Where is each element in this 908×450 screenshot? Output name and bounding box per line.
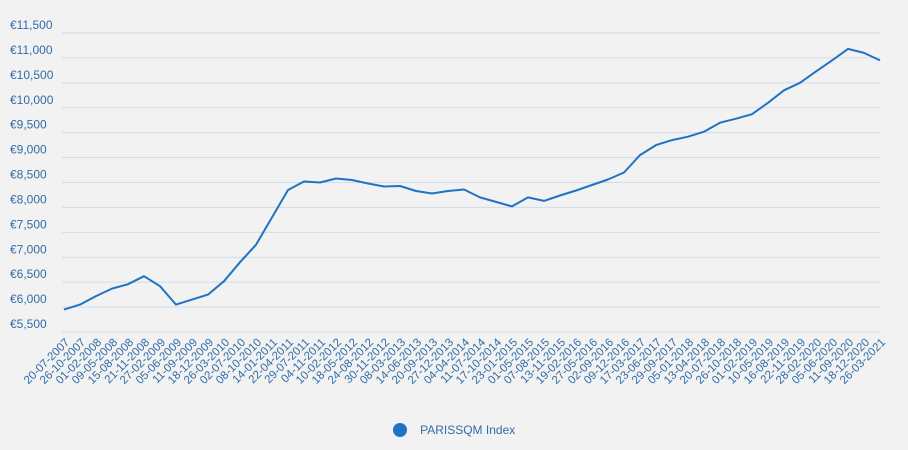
line-chart: €5,500 €6,000 €6,500 €7,000 €7,500 €8,000 €8,5… — [10, 18, 888, 387]
y-tick-label: €9,000 — [10, 143, 47, 157]
x-axis-ticks: 20-07-200726-10-200701-02-200809-05-2008… — [22, 336, 888, 387]
y-tick-label: €7,000 — [10, 242, 47, 256]
y-tick-label: €11,000 — [10, 43, 53, 57]
y-tick-label: €8,000 — [10, 192, 47, 206]
y-tick-label: €7,500 — [10, 217, 47, 231]
legend-marker-icon[interactable] — [392, 422, 407, 437]
series-line[interactable] — [63, 47, 881, 311]
y-axis-ticks: €5,500 €6,000 €6,500 €7,000 €7,500 €8,000 €8,5… — [10, 18, 54, 331]
y-tick-label: €11,500 — [10, 18, 53, 32]
y-tick-label: €5,500 — [10, 317, 47, 331]
y-tick-label: €6,500 — [10, 267, 47, 281]
y-tick-label: €10,500 — [10, 68, 54, 82]
series-layer — [63, 47, 881, 311]
gridlines — [62, 32, 880, 333]
legend: PARISSQM Index — [0, 422, 908, 437]
y-tick-label: €10,000 — [10, 93, 54, 107]
y-tick-label: €6,000 — [10, 292, 47, 306]
legend-label[interactable]: PARISSQM Index — [420, 422, 516, 437]
y-tick-label: €9,500 — [10, 118, 47, 132]
y-tick-label: €8,500 — [10, 168, 47, 182]
